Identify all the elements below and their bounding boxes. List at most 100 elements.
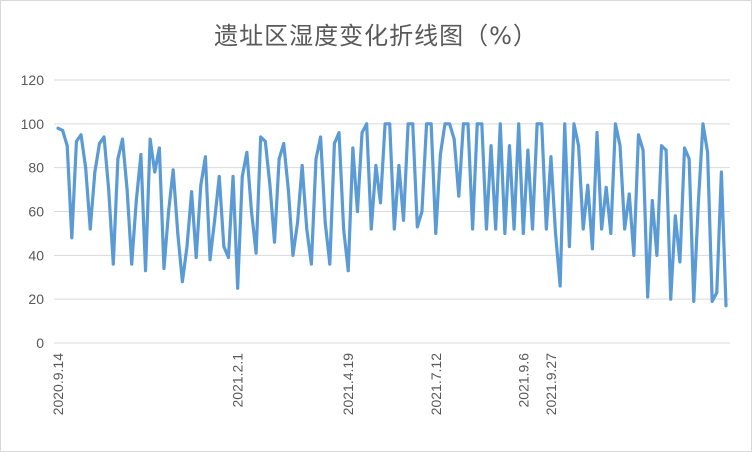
data-point (249, 210, 253, 213)
data-point (332, 142, 336, 146)
data-point (600, 227, 604, 231)
data-point (554, 231, 558, 235)
data-point (180, 280, 184, 284)
y-tick-label: 40 (28, 247, 44, 263)
data-point (489, 144, 493, 148)
data-point (171, 168, 175, 172)
y-tick-label: 80 (28, 160, 44, 176)
x-tick-label: 2021.2.1 (230, 353, 246, 408)
data-point (388, 122, 392, 126)
data-point (567, 245, 571, 249)
data-point (153, 170, 157, 174)
data-point (710, 299, 714, 303)
data-point (397, 163, 401, 167)
data-point (540, 122, 544, 126)
y-tick-label: 120 (21, 72, 45, 88)
data-point (475, 122, 479, 126)
x-tick-label: 2021.4.19 (340, 353, 356, 415)
data-point (507, 144, 511, 148)
data-point (194, 256, 198, 260)
data-point (466, 122, 470, 126)
data-point (683, 146, 687, 150)
data-point (632, 253, 636, 257)
data-point (498, 122, 502, 126)
data-point (309, 262, 313, 266)
data-point (245, 150, 249, 154)
data-point (176, 231, 180, 235)
data-point (434, 231, 438, 235)
data-point (342, 227, 346, 231)
data-point (139, 153, 143, 157)
data-point (535, 122, 539, 126)
data-point (461, 122, 465, 126)
data-point (157, 146, 161, 150)
data-point (56, 126, 60, 130)
data-point (660, 144, 664, 148)
data-point (378, 201, 382, 205)
data-point (162, 266, 166, 270)
data-point (203, 155, 207, 159)
data-point (696, 201, 700, 205)
data-point (319, 135, 323, 139)
data-point (604, 185, 608, 189)
data-point (572, 122, 576, 126)
data-point (517, 122, 521, 126)
data-point (521, 231, 525, 235)
data-point (365, 122, 369, 126)
data-point (618, 144, 622, 148)
data-point (130, 262, 134, 266)
data-point (116, 157, 120, 161)
data-point (351, 146, 355, 150)
data-point (254, 251, 258, 255)
data-point (305, 227, 309, 231)
data-point (65, 144, 69, 148)
data-point (291, 253, 295, 257)
data-point (715, 291, 719, 295)
x-tick-label: 2021.7.12 (428, 353, 444, 415)
data-point (328, 262, 332, 266)
data-point (724, 304, 728, 308)
series-layer (56, 122, 728, 308)
data-point (448, 122, 452, 126)
data-point (107, 188, 111, 192)
humidity-series-line (56, 122, 728, 308)
data-point (199, 183, 203, 187)
data-point (185, 245, 189, 249)
data-point (425, 122, 429, 126)
data-point (646, 295, 650, 299)
data-point (120, 137, 124, 141)
data-point (102, 135, 106, 139)
data-point (217, 174, 221, 178)
data-point (263, 139, 267, 143)
x-tick-label: 2021.9.6 (515, 353, 531, 408)
data-point (282, 142, 286, 146)
y-tick-label: 100 (21, 116, 45, 132)
data-point (84, 166, 88, 170)
data-point (484, 227, 488, 231)
data-point (586, 183, 590, 187)
data-point (512, 227, 516, 231)
data-point (438, 153, 442, 157)
data-point (277, 157, 281, 161)
data-point (558, 284, 562, 288)
data-point (655, 253, 659, 257)
data-point (577, 144, 581, 148)
data-point (706, 150, 710, 154)
data-point (213, 218, 217, 222)
data-point (480, 122, 484, 126)
data-point (687, 157, 691, 161)
data-point (74, 139, 78, 143)
data-point (190, 190, 194, 194)
data-point (650, 199, 654, 203)
data-point (664, 148, 668, 152)
x-tick-label: 2021.9.27 (543, 353, 559, 415)
data-point (88, 227, 92, 231)
data-point (337, 131, 341, 135)
data-point (719, 170, 723, 174)
data-point (673, 214, 677, 218)
data-point (97, 142, 101, 146)
data-point (563, 122, 567, 126)
data-point (457, 194, 461, 198)
data-point (429, 122, 433, 126)
